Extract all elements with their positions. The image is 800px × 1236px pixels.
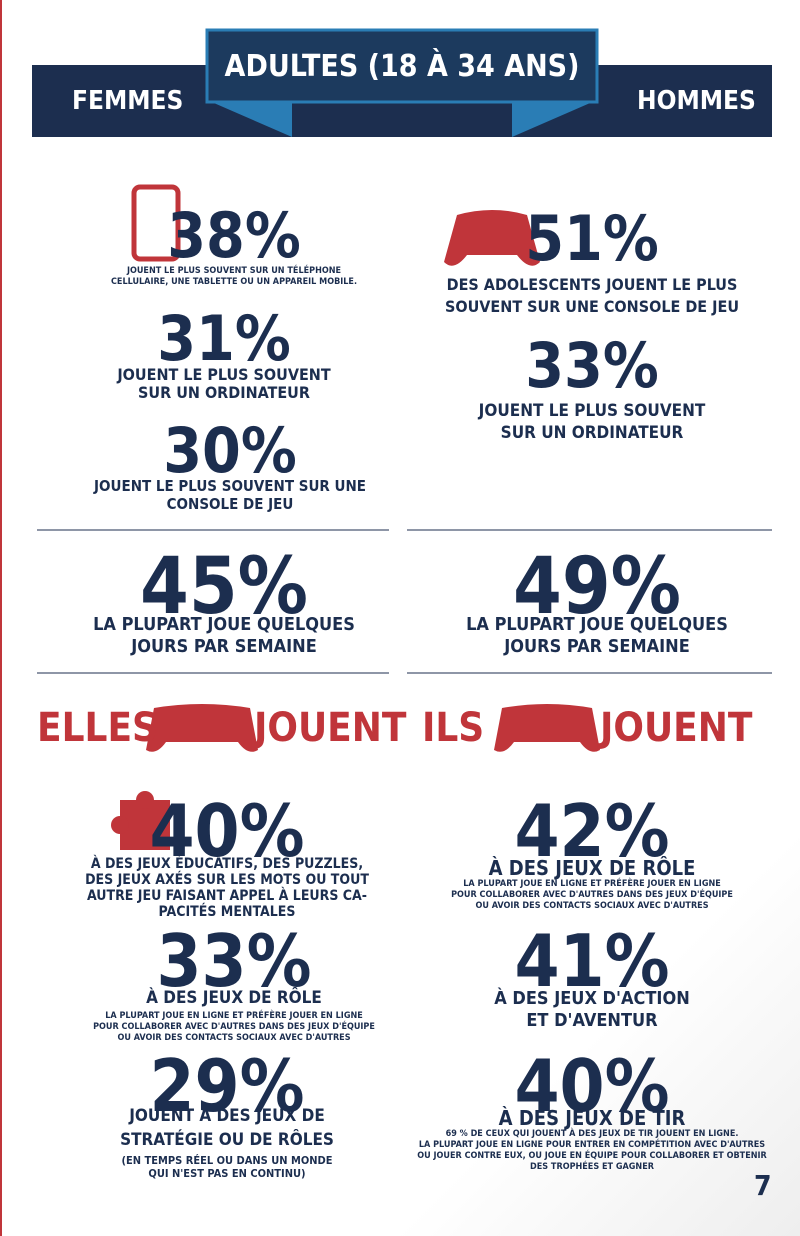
- stat-note: OU AVOIR DES CONTACTS SOCIAUX AVEC D'AUT…: [475, 901, 709, 911]
- stat-caption: JOURS PAR SEMAINE: [131, 636, 317, 657]
- women-label: FEMMES: [72, 86, 184, 116]
- stat-caption: À DES JEUX DE TIR: [498, 1106, 686, 1130]
- stat-note: DES TROPHÉES ET GAGNER: [530, 1162, 654, 1172]
- stat-note: (EN TEMPS RÉEL OU DANS UN MONDE: [121, 1154, 333, 1167]
- stat-value: 33%: [156, 919, 312, 1003]
- stat-value: 49%: [513, 542, 681, 632]
- stat-caption: PACITÉS MENTALES: [158, 904, 296, 920]
- stat-caption: STRATÉGIE OU DE RÔLES: [120, 1130, 334, 1150]
- stat-caption: SUR UN ORDINATEUR: [138, 383, 310, 402]
- stat-caption: SUR UN ORDINATEUR: [500, 423, 684, 443]
- stat-caption: JOUENT LE PLUS SOUVENT SUR UN TÉLÉPHONE: [126, 266, 342, 276]
- stat-note: LA PLUPART JOUE EN LIGNE POUR ENTRER EN …: [418, 1140, 766, 1150]
- men-label: HOMMES: [637, 86, 756, 116]
- stat-value: 33%: [525, 329, 659, 402]
- stat-note: LA PLUPART JOUE EN LIGNE ET PRÉFÈRE JOUE…: [463, 879, 721, 889]
- stat-note: OU JOUER CONTRE EUX, OU JOUE EN ÉQUIPE P…: [417, 1151, 767, 1161]
- stat-caption: JOUENT LE PLUS SOUVENT SUR UNE: [94, 477, 366, 495]
- stat-note: LA PLUPART JOUE EN LIGNE ET PRÉFÈRE JOUE…: [105, 1011, 363, 1021]
- stat-value: 42%: [514, 789, 670, 873]
- controller-icon: [146, 704, 600, 752]
- stat-caption: JOURS PAR SEMAINE: [504, 636, 690, 657]
- stat-caption: À DES JEUX D'ACTION: [494, 988, 690, 1009]
- stat-caption: À DES JEUX DE RÔLE: [488, 856, 696, 880]
- banner-fold: [512, 100, 597, 137]
- stat-value: 30%: [163, 414, 297, 487]
- stat-caption: À DES JEUX DE RÔLE: [146, 988, 322, 1008]
- stat-value: 29%: [149, 1044, 305, 1128]
- phone-icon: [131, 184, 181, 262]
- stat-caption: DES JEUX AXÉS SUR LES MOTS OU TOUT: [85, 872, 369, 888]
- play-label: ELLES: [37, 705, 158, 751]
- stat-caption: CONSOLE DE JEU: [166, 495, 294, 513]
- stat-caption: AUTRE JEU FAISANT APPEL À LEURS CA-: [86, 888, 368, 904]
- banner-fold: [207, 100, 292, 137]
- play-label: ILS: [422, 705, 485, 751]
- stat-caption: JOUENT LE PLUS SOUVENT: [478, 401, 706, 421]
- stat-caption: JOUENT À DES JEUX DE: [129, 1106, 325, 1126]
- play-label: JOUENT: [600, 705, 753, 751]
- stat-value: 41%: [514, 919, 670, 1003]
- stat-caption: CELLULAIRE, UNE TABLETTE OU UN APPAREIL …: [110, 277, 358, 287]
- stat-value: 38%: [167, 199, 301, 272]
- stat-caption: JOUENT LE PLUS SOUVENT: [117, 365, 331, 384]
- stat-caption: DES ADOLESCENTS JOUENT LE PLUS: [446, 275, 738, 294]
- stat-note: QUI N'EST PAS EN CONTINU): [148, 1167, 306, 1180]
- stat-caption: ET D'AVENTUR: [526, 1010, 658, 1031]
- stat-note: 69 % DE CEUX QUI JOUENT À DES JEUX DE TI…: [445, 1129, 739, 1139]
- controller-icon: [444, 210, 540, 266]
- stat-caption: LA PLUPART JOUE QUELQUES: [93, 614, 355, 635]
- stat-caption: LA PLUPART JOUE QUELQUES: [466, 614, 728, 635]
- page-number: 7: [754, 1169, 772, 1202]
- stat-note: OU AVOIR DES CONTACTS SOCIAUX AVEC D'AUT…: [117, 1033, 351, 1043]
- stat-caption: À DES JEUX ÉDUCATIFS, DES PUZZLES,: [90, 856, 364, 872]
- stat-note: POUR COLLABORER AVEC D'AUTRES DANS DES J…: [451, 890, 733, 900]
- play-label: JOUENT: [254, 705, 407, 751]
- stat-note: POUR COLLABORER AVEC D'AUTRES DANS DES J…: [93, 1022, 375, 1032]
- title-tab: [205, 28, 599, 104]
- title: ADULTES (18 À 34 ANS): [224, 49, 580, 84]
- stat-caption: SOUVENT SUR UNE CONSOLE DE JEU: [445, 297, 739, 316]
- stat-value: 31%: [157, 302, 291, 375]
- stat-value: 40%: [514, 1044, 670, 1128]
- stat-value: 51%: [525, 202, 659, 275]
- stat-value: 40%: [149, 789, 305, 873]
- stat-value: 45%: [140, 542, 308, 632]
- puzzle-icon: [111, 791, 170, 850]
